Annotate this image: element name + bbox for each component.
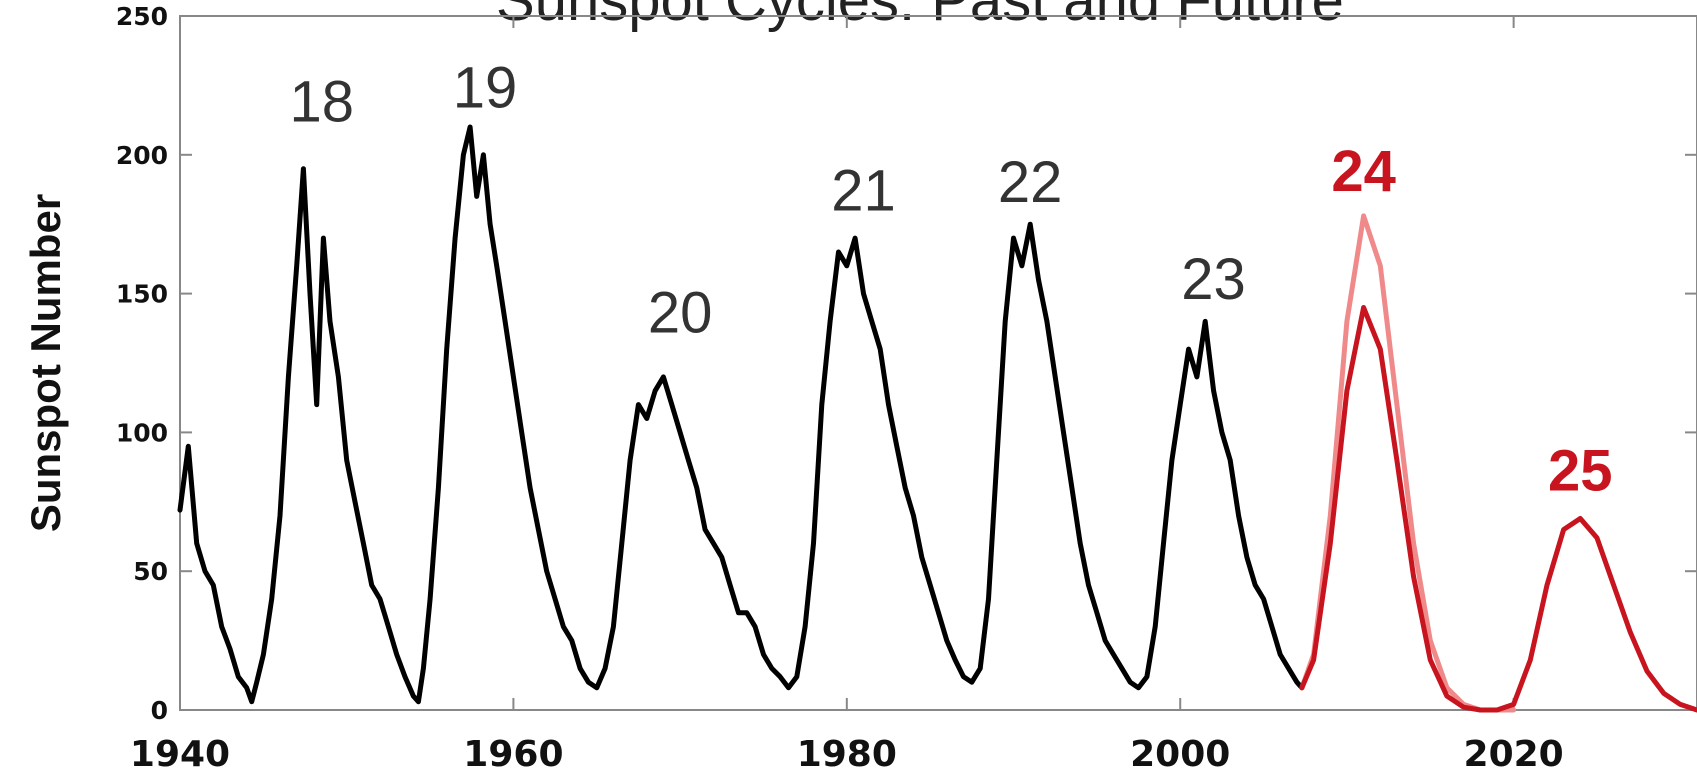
- cycle-label-19: 19: [453, 56, 518, 121]
- series-predicted_low-line: [1302, 308, 1697, 711]
- x-tick-label: 2020: [1464, 734, 1564, 775]
- series-observed-line: [180, 127, 1302, 702]
- y-tick-label: 50: [133, 557, 168, 586]
- cycle-label-24: 24: [1331, 139, 1396, 204]
- y-tick-label: 200: [116, 141, 168, 170]
- cycle-label-22: 22: [998, 150, 1063, 215]
- x-tick-label: 1960: [463, 734, 563, 775]
- cycle-label-20: 20: [648, 280, 713, 345]
- x-tick-label: 1940: [130, 734, 230, 775]
- cycle-labels: 18 19 20 21 22 23 24 25: [289, 56, 1612, 504]
- series-predicted_high-line: [1302, 216, 1514, 710]
- y-tick-label: 100: [116, 418, 168, 447]
- y-axis-label: Sunspot Number: [22, 194, 69, 532]
- series-lines: [180, 127, 1697, 710]
- y-tick-label: 0: [151, 696, 168, 725]
- cycle-label-18: 18: [289, 69, 354, 134]
- cycle-label-21: 21: [831, 158, 896, 223]
- cycle-label-23: 23: [1181, 247, 1246, 312]
- x-tick-label: 1980: [797, 734, 897, 775]
- y-tick-label: 150: [116, 280, 168, 309]
- x-tick-label: 2000: [1130, 734, 1230, 775]
- cycle-label-25: 25: [1548, 439, 1613, 504]
- y-tick-label: 250: [116, 2, 168, 31]
